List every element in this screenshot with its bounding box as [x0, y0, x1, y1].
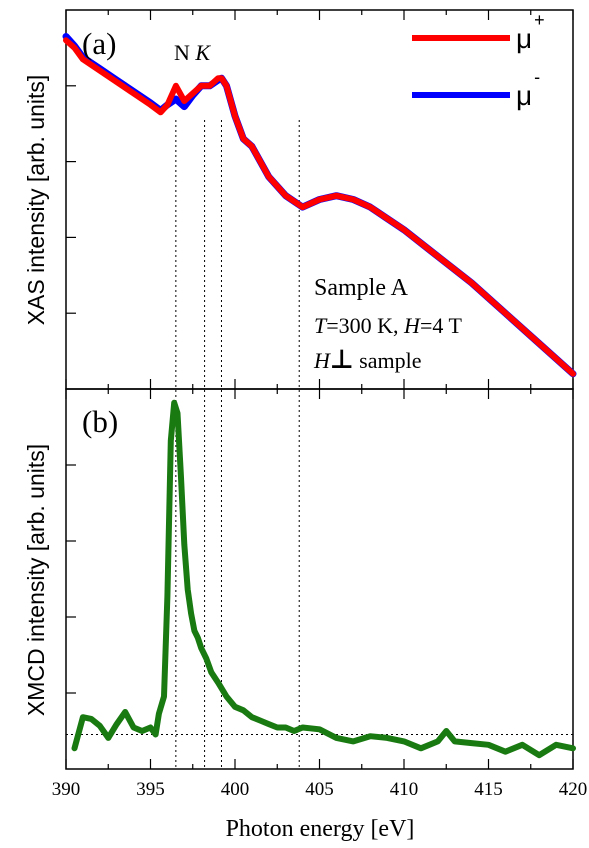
- field-geometry: H⊥ sample: [313, 344, 421, 374]
- x-tick-labels: 390 395 400 405 410 415 420: [52, 779, 588, 800]
- legend: μ+ μ-: [412, 10, 545, 111]
- x-tick-label-1: 395: [136, 779, 165, 800]
- x-tick-label-5: 415: [474, 779, 503, 800]
- legend-label-mu-minus: μ-: [516, 67, 540, 111]
- x-tick-label-2: 400: [221, 779, 250, 800]
- panel-a-label: (a): [82, 26, 116, 61]
- edge-label-n: N: [174, 40, 190, 65]
- x-tick-label-6: 420: [559, 779, 588, 800]
- y-axis-label-b: XMCD intensity [arb. units]: [23, 444, 49, 716]
- x-tick-label-0: 390: [52, 779, 81, 800]
- x-tick-label-4: 410: [390, 779, 419, 800]
- panel-a-series: [62, 33, 577, 378]
- measurement-conditions: T=300 K, H=4 T: [314, 313, 462, 338]
- panel-b-label: (b): [82, 404, 118, 439]
- edge-label: N K: [174, 40, 211, 65]
- series-line-mu-plus: [63, 37, 576, 377]
- series-line-xmcd: [71, 399, 576, 759]
- edge-label-k: K: [194, 40, 211, 65]
- x-axis-label: Photon energy [eV]: [226, 816, 415, 842]
- panel-b-series: [71, 399, 576, 759]
- reference-lines: [175, 120, 300, 769]
- sample-label: Sample A: [314, 275, 409, 301]
- x-tick-label-3: 405: [305, 779, 334, 800]
- panel-b-frame: [65, 388, 574, 770]
- legend-label-mu-plus: μ+: [516, 10, 545, 54]
- axis-ticks: [65, 10, 574, 769]
- y-axis-label-a: XAS intensity [arb. units]: [23, 75, 49, 326]
